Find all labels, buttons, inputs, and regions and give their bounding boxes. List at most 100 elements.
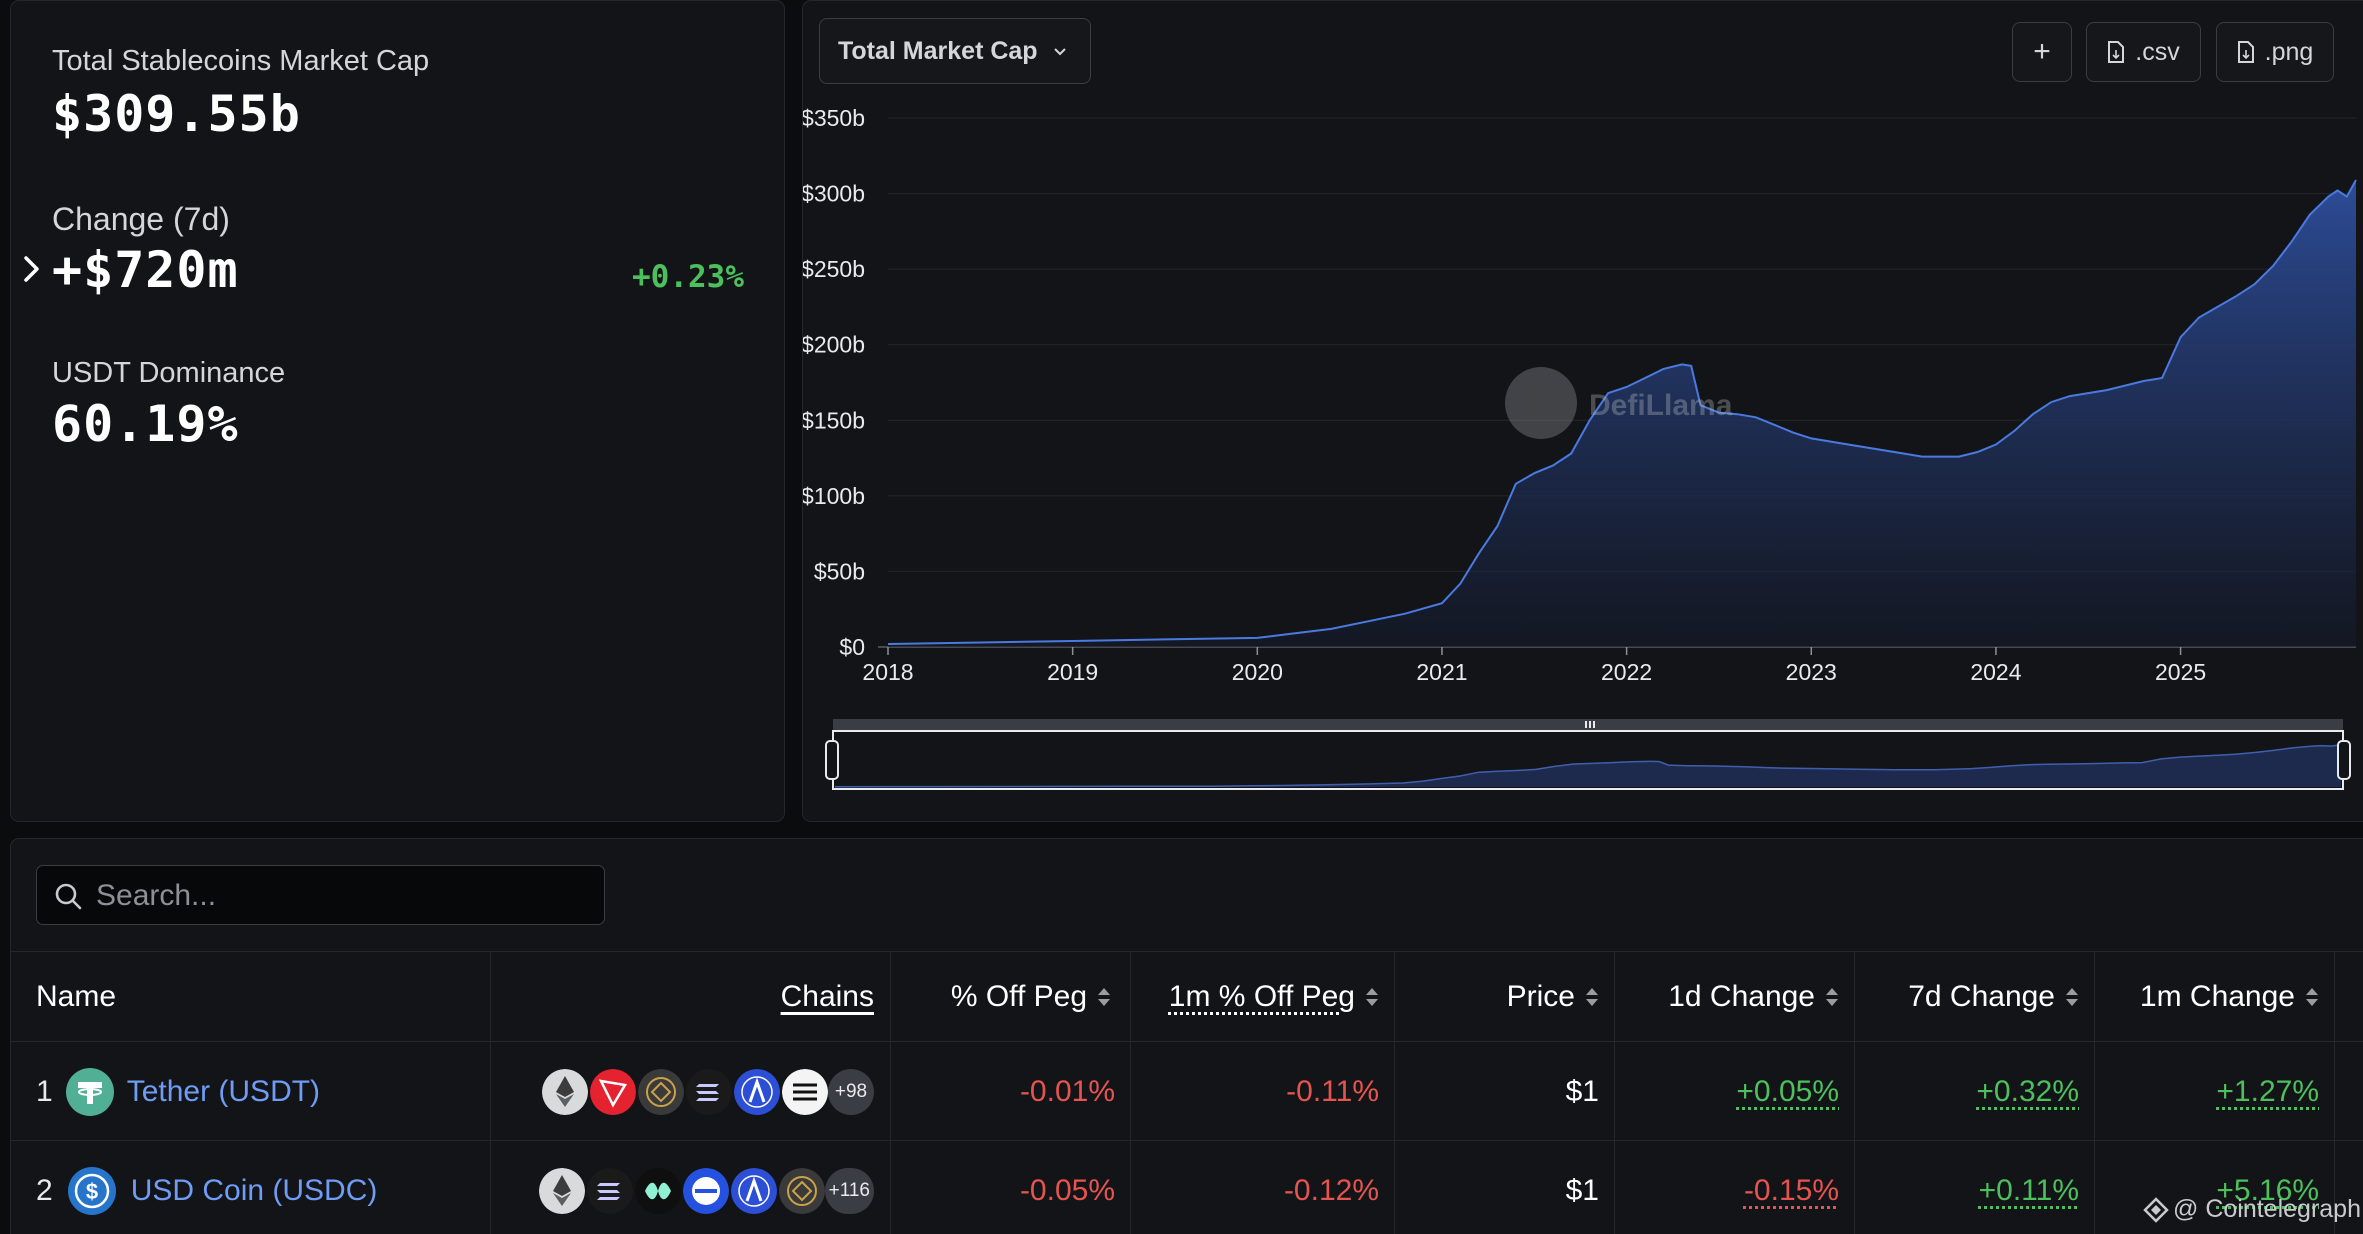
mini-chart-line xyxy=(834,743,2342,788)
chevron-right-icon[interactable] xyxy=(21,254,43,284)
off-peg-1m-cell: -0.12% xyxy=(1283,1173,1379,1207)
header-off-peg-label: % Off Peg xyxy=(950,979,1087,1013)
row-rank: 1 xyxy=(36,1074,53,1108)
column-divider xyxy=(490,951,491,1234)
header-off-peg[interactable]: % Off Peg xyxy=(891,952,1111,1041)
chart-panel: Total Market Cap + .csv .png $0 $50b $100b… xyxy=(802,0,2363,822)
chains-cell: +116 xyxy=(491,1141,874,1234)
price-cell: $1 xyxy=(1565,1173,1599,1207)
header-change-7d[interactable]: 7d Change xyxy=(1855,952,2079,1041)
base-icon xyxy=(680,1165,731,1216)
bnb-icon xyxy=(636,1066,686,1117)
change-7d-cell: +0.11% xyxy=(1978,1173,2079,1207)
market-cap-area xyxy=(888,180,2356,647)
off-peg-cell: -0.01% xyxy=(1019,1074,1115,1108)
more-chains-badge[interactable]: +98 xyxy=(828,1068,874,1115)
sort-icon xyxy=(1586,987,1598,1006)
price-cell: $1 xyxy=(1565,1074,1599,1108)
header-change-1d[interactable]: 1d Change xyxy=(1615,952,1839,1041)
x-tick-label: 2025 xyxy=(2155,659,2206,685)
png-button-label: .png xyxy=(2264,37,2314,66)
header-off-peg-1m[interactable]: 1m % Off Peg xyxy=(1131,952,1379,1041)
header-name[interactable]: Name xyxy=(36,952,476,1041)
cointelegraph-logo-icon xyxy=(2143,1196,2169,1223)
tron-icon xyxy=(588,1066,638,1117)
header-price[interactable]: Price xyxy=(1395,952,1599,1041)
coin-name-link[interactable]: Tether (USDT) xyxy=(126,1074,321,1108)
x-tick-label: 2021 xyxy=(1416,659,1467,685)
table-header: Name Chains % Off Peg 1m % Off Peg Price… xyxy=(11,951,2363,1042)
metric-select[interactable]: Total Market Cap xyxy=(819,18,1091,84)
x-tick-label: 2018 xyxy=(862,659,913,685)
y-tick-label: $300b xyxy=(803,181,865,207)
mini-chart-area xyxy=(835,744,2341,787)
y-tick-label: $150b xyxy=(803,407,865,433)
brush-handle-right[interactable] xyxy=(2337,740,2351,780)
change-7d-label: Change (7d) xyxy=(52,201,230,237)
search-icon xyxy=(55,883,82,910)
header-change-7d-label: 7d Change xyxy=(1908,979,2055,1013)
brush-track[interactable] xyxy=(833,719,2343,731)
y-tick-label: $350b xyxy=(803,105,865,131)
change-7d-cell: +0.32% xyxy=(1976,1074,2079,1108)
sui-icon xyxy=(632,1165,683,1216)
column-divider xyxy=(2094,951,2095,1234)
x-tick-label: 2023 xyxy=(1786,659,1837,685)
table-row[interactable]: 2 $ USD Coin (USDC) +116 -0.05% -0.12% $… xyxy=(11,1141,2363,1234)
header-change-1m[interactable]: 1m Change xyxy=(2095,952,2319,1041)
column-divider xyxy=(1614,951,1615,1234)
range-brush[interactable] xyxy=(825,719,2351,790)
total-market-cap-label: Total Stablecoins Market Cap xyxy=(52,45,430,77)
change-1d-cell: -0.15% xyxy=(1743,1173,1839,1207)
off-peg-1m-cell: -0.11% xyxy=(1286,1074,1379,1108)
sort-icon xyxy=(1366,987,1378,1006)
brush-grip-icon xyxy=(1585,721,1595,728)
y-tick-label: $100b xyxy=(803,483,865,509)
search-input[interactable] xyxy=(94,866,588,926)
source-credit: @ Cointelegraph xyxy=(2143,1195,2361,1224)
table-row[interactable]: 1 Tether (USDT) +98 -0.01% -0.11% $1 +0.… xyxy=(11,1042,2363,1141)
x-tick-label: 2024 xyxy=(1970,659,2021,685)
chains-cell: +98 xyxy=(491,1042,874,1141)
bnb-icon xyxy=(776,1165,827,1216)
coin-name-link[interactable]: USD Coin (USDC) xyxy=(130,1173,378,1207)
add-button-label: + xyxy=(2033,35,2051,68)
search-box[interactable] xyxy=(36,865,605,926)
metric-select-label: Total Market Cap xyxy=(838,36,1038,65)
header-change-1d-label: 1d Change xyxy=(1668,979,1815,1013)
png-download-button[interactable]: .png xyxy=(2216,22,2334,82)
more-chains-badge[interactable]: +116 xyxy=(824,1167,874,1214)
x-tick-label: 2022 xyxy=(1601,659,1652,685)
market-cap-chart[interactable]: $0 $50b $100b $150b $200b $250b $300b $350b 201… xyxy=(803,1,2363,821)
column-divider xyxy=(1130,951,1131,1234)
header-name-label: Name xyxy=(36,979,117,1013)
arbitrum-icon xyxy=(728,1165,779,1216)
aptos-icon xyxy=(780,1066,830,1117)
market-cap-line xyxy=(887,179,2357,645)
usdc-icon: $ xyxy=(67,1166,116,1215)
stablecoins-table-panel: Name Chains % Off Peg 1m % Off Peg Price… xyxy=(10,838,2363,1234)
y-tick-label: $50b xyxy=(814,558,865,584)
column-divider xyxy=(2334,951,2335,1234)
header-chains[interactable]: Chains xyxy=(491,952,874,1041)
column-divider xyxy=(1854,951,1855,1234)
y-tick-label: $0 xyxy=(839,634,865,660)
x-tick-label: 2019 xyxy=(1047,659,1098,685)
sort-icon xyxy=(1098,987,1110,1006)
header-change-1m-label: 1m Change xyxy=(2139,979,2295,1013)
chain-icons xyxy=(540,1066,830,1117)
csv-download-button[interactable]: .csv xyxy=(2086,22,2201,82)
csv-button-label: .csv xyxy=(2135,37,2180,66)
header-chains-label: Chains xyxy=(780,979,874,1013)
solana-icon xyxy=(584,1165,635,1216)
stats-panel: Total Stablecoins Market Cap $309.55b Ch… xyxy=(10,0,785,822)
column-divider xyxy=(1394,951,1395,1234)
svg-text:$: $ xyxy=(86,1179,98,1204)
ethereum-icon xyxy=(540,1066,590,1117)
add-button[interactable]: + xyxy=(2012,22,2072,82)
defillama-watermark: DefiLlama xyxy=(1505,367,1733,439)
brush-handle-left[interactable] xyxy=(825,740,839,780)
x-tick-label: 2020 xyxy=(1232,659,1283,685)
chain-icons xyxy=(536,1165,827,1216)
change-1m-cell: +5.16% xyxy=(2216,1173,2319,1207)
